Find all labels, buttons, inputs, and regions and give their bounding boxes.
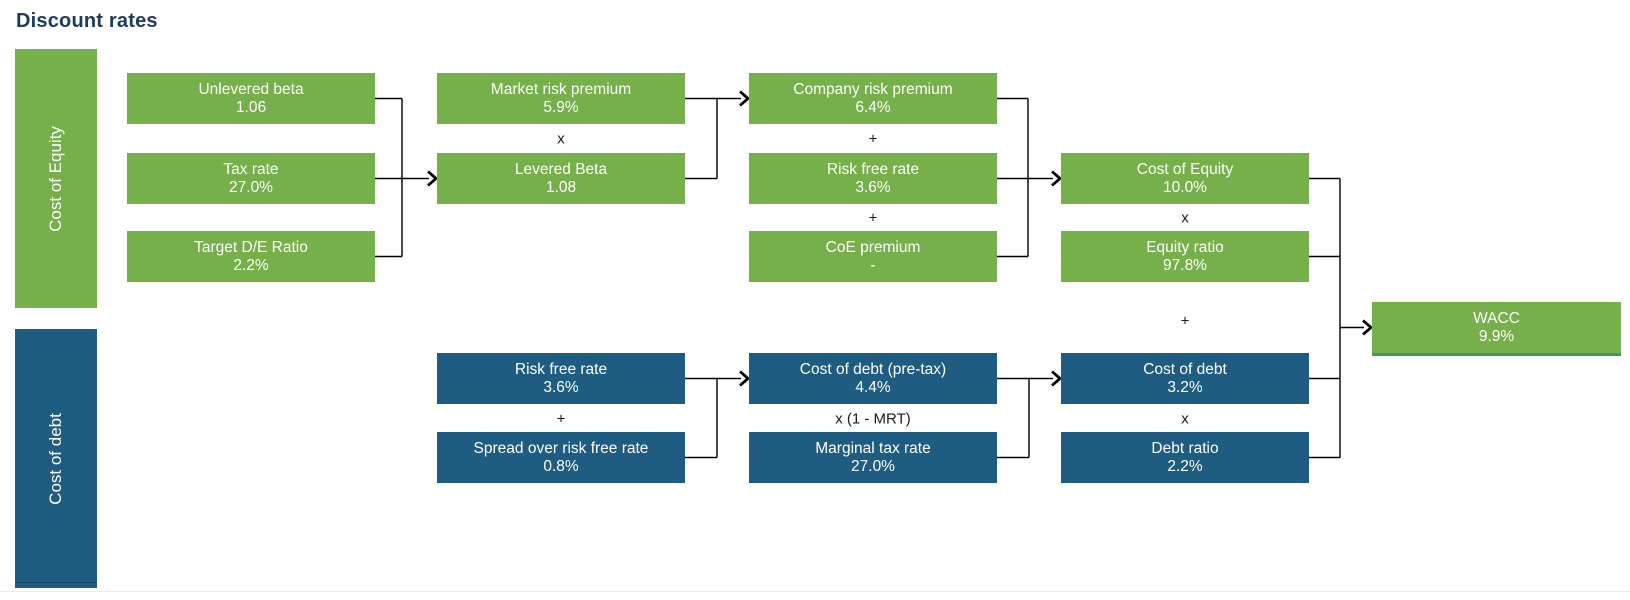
node-label: Risk free rate <box>826 160 920 178</box>
bottom-divider <box>0 591 1630 592</box>
node-value: 2.2% <box>1167 458 1203 475</box>
node-label: Levered Beta <box>514 160 608 178</box>
node-value: 3.6% <box>543 379 579 396</box>
node-company-risk-premium: Company risk premium 6.4% <box>749 73 997 124</box>
node-label: Cost of debt (pre-tax) <box>799 360 947 378</box>
node-cost-of-equity: Cost of Equity 10.0% <box>1061 153 1309 204</box>
node-value: 3.2% <box>1167 379 1203 396</box>
node-market-risk-premium: Market risk premium 5.9% <box>437 73 685 124</box>
arrowhead-icon <box>1051 370 1063 387</box>
arrowhead-icon <box>1051 170 1063 187</box>
node-label: Company risk premium <box>793 80 953 98</box>
node-wacc: WACC 9.9% <box>1372 302 1621 356</box>
node-levered-beta: Levered Beta 1.08 <box>437 153 685 204</box>
node-value: 27.0% <box>851 458 895 475</box>
node-label: Cost of debt <box>1143 360 1227 378</box>
node-label: Risk free rate <box>514 360 608 378</box>
operator-plus: + <box>868 209 878 227</box>
operator-plus: + <box>868 130 878 148</box>
node-label: WACC <box>1473 309 1520 327</box>
node-cost-of-debt-pretax: Cost of debt (pre-tax) 4.4% <box>749 353 997 404</box>
page-title: Discount rates <box>16 10 158 32</box>
section-label-cost-of-equity: Cost of Equity <box>46 125 65 232</box>
node-unlevered-beta: Unlevered beta 1.06 <box>127 73 375 124</box>
node-label: Target D/E Ratio <box>194 238 308 256</box>
node-label: CoE premium <box>825 238 921 256</box>
section-bar-cost-of-equity: Cost of Equity <box>15 49 97 308</box>
node-debt-ratio: Debt ratio 2.2% <box>1061 432 1309 483</box>
node-label: Marginal tax rate <box>815 439 931 457</box>
section-bar-cost-of-debt: Cost of debt <box>15 329 97 588</box>
node-target-de-ratio: Target D/E Ratio 2.2% <box>127 231 375 282</box>
node-risk-free-rate-debt: Risk free rate 3.6% <box>437 353 685 404</box>
node-value: 97.8% <box>1163 257 1207 274</box>
node-label: Equity ratio <box>1146 238 1224 256</box>
node-value: 6.4% <box>855 99 891 116</box>
node-marginal-tax-rate: Marginal tax rate 27.0% <box>749 432 997 483</box>
node-label: Tax rate <box>223 160 279 178</box>
node-value: - <box>870 257 876 274</box>
operator-plus: + <box>1180 312 1190 330</box>
operator-multiply: x <box>1181 410 1189 428</box>
node-value: 3.6% <box>855 179 891 196</box>
operator-multiply: x <box>557 130 565 148</box>
sidebar-bottom-edge <box>15 582 97 583</box>
operator-plus: + <box>556 410 566 428</box>
arrowhead-icon <box>739 90 751 107</box>
node-value: 4.4% <box>855 379 891 396</box>
node-risk-free-rate-equity: Risk free rate 3.6% <box>749 153 997 204</box>
node-cost-of-debt: Cost of debt 3.2% <box>1061 353 1309 404</box>
section-label-cost-of-debt: Cost of debt <box>46 412 65 505</box>
node-label: Debt ratio <box>1151 439 1219 457</box>
node-spread-over-risk-free-rate: Spread over risk free rate 0.8% <box>437 432 685 483</box>
arrowhead-icon <box>739 370 751 387</box>
arrowhead-icon <box>1362 319 1374 336</box>
node-value: 0.8% <box>543 458 579 475</box>
node-label: Unlevered beta <box>198 80 304 98</box>
operator-tax-adjust: x (1 - MRT) <box>835 410 911 428</box>
node-equity-ratio: Equity ratio 97.8% <box>1061 231 1309 282</box>
node-label: Cost of Equity <box>1136 160 1234 178</box>
node-value: 9.9% <box>1478 328 1515 345</box>
node-label: Market risk premium <box>490 80 632 98</box>
node-tax-rate: Tax rate 27.0% <box>127 153 375 204</box>
node-value: 5.9% <box>543 99 579 116</box>
node-value: 2.2% <box>233 257 269 274</box>
node-label: Spread over risk free rate <box>473 439 649 457</box>
operator-multiply: x <box>1181 209 1189 227</box>
node-value: 10.0% <box>1163 179 1207 196</box>
node-value: 27.0% <box>229 179 273 196</box>
node-coe-premium: CoE premium - <box>749 231 997 282</box>
node-value: 1.08 <box>545 179 577 196</box>
arrowhead-icon <box>427 170 439 187</box>
node-value: 1.06 <box>235 99 267 116</box>
